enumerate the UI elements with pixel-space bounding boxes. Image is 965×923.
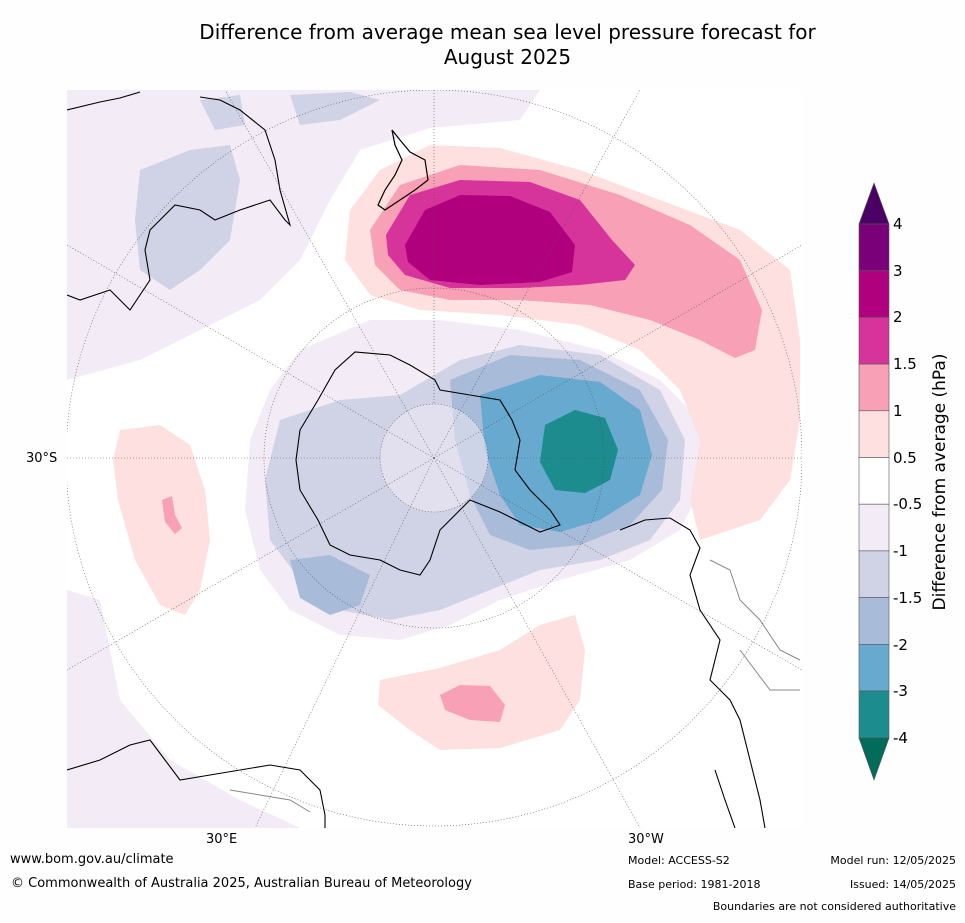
- colorbar-bin: [858, 503, 890, 552]
- colorbar-label: -4: [893, 729, 908, 747]
- lat-label-30s: 30°S: [26, 451, 58, 466]
- colorbar-label: -3: [893, 682, 908, 700]
- africa-coastline: [67, 739, 326, 828]
- footer-copyright: © Commonwealth of Australia 2025, Austra…: [11, 876, 472, 891]
- colorbar-extend-top: [858, 182, 890, 225]
- anomaly-region-neg05-sw: [67, 590, 300, 828]
- footer-issued: Issued: 14/05/2025: [849, 878, 956, 891]
- colorbar-label: -2: [893, 636, 908, 654]
- anomaly-region-pos1-west: [162, 496, 182, 534]
- colorbar-bin: [858, 597, 890, 645]
- footer-model-run: Model run: 12/05/2025: [830, 854, 956, 867]
- colorbar-label: -1: [893, 542, 908, 560]
- lon-label-30e: 30°E: [206, 832, 238, 847]
- footer-base-period: Base period: 1981-2018: [628, 878, 761, 891]
- colorbar-label: 1.5: [893, 355, 917, 373]
- colorbar-bin: [858, 550, 890, 598]
- anomaly-region-neg15-south: [290, 555, 370, 615]
- colorbar-label: 3: [893, 262, 903, 280]
- africa-borders: [229, 789, 311, 813]
- colorbar-bin: [858, 410, 890, 458]
- chart-title: Difference from average mean sea level p…: [130, 20, 885, 70]
- footer-model: Model: ACCESS-S2: [628, 854, 730, 867]
- south-america-borders: [709, 559, 801, 691]
- map-field: [67, 90, 802, 828]
- lon-label-30w: 30°W: [628, 832, 664, 847]
- footer-url[interactable]: www.bom.gov.au/climate: [10, 852, 174, 867]
- colorbar-bin: [858, 643, 890, 692]
- anomaly-region-pos05-west: [113, 425, 210, 615]
- antarctica-coastline: [295, 351, 561, 576]
- colorbar-bin: [858, 457, 890, 505]
- colorbar-label: -0.5: [893, 495, 923, 513]
- footer-disclaimer: Boundaries are not considered authoritat…: [712, 900, 956, 913]
- title-line-1: Difference from average mean sea level p…: [199, 20, 816, 44]
- colorbar-bin: [858, 223, 890, 272]
- colorbar-bin: [858, 270, 890, 318]
- colorbar-label: 1: [893, 402, 903, 420]
- new-zealand-coastline: [377, 129, 429, 211]
- colorbar-label: 0.5: [893, 449, 917, 467]
- anomaly-region-pos1-south: [440, 685, 505, 722]
- anomaly-region-pos2: [405, 195, 575, 285]
- anomaly-region-neg1-north: [135, 145, 240, 290]
- australia-coastline: [67, 91, 292, 311]
- graticule: [67, 90, 802, 828]
- colorbar-bin: [858, 317, 890, 365]
- colorbar-label: -1.5: [893, 589, 923, 607]
- colorbar-bin: [858, 690, 890, 739]
- south-america-coastline: [619, 517, 766, 828]
- colorbar: [858, 182, 890, 781]
- colorbar-title: Difference from average (hPa): [930, 353, 950, 611]
- colorbar-bin: [858, 363, 890, 412]
- anomaly-region-neg1-nw: [200, 95, 245, 130]
- anomaly-region-neg1-ne: [290, 92, 380, 125]
- anomaly-region-pos05-south: [378, 615, 585, 750]
- anomaly-region-neg3: [540, 410, 618, 493]
- colorbar-label: 2: [893, 308, 903, 326]
- colorbar-label: 4: [893, 215, 903, 233]
- colorbar-extend-bottom: [858, 737, 890, 781]
- title-line-2: August 2025: [443, 45, 572, 69]
